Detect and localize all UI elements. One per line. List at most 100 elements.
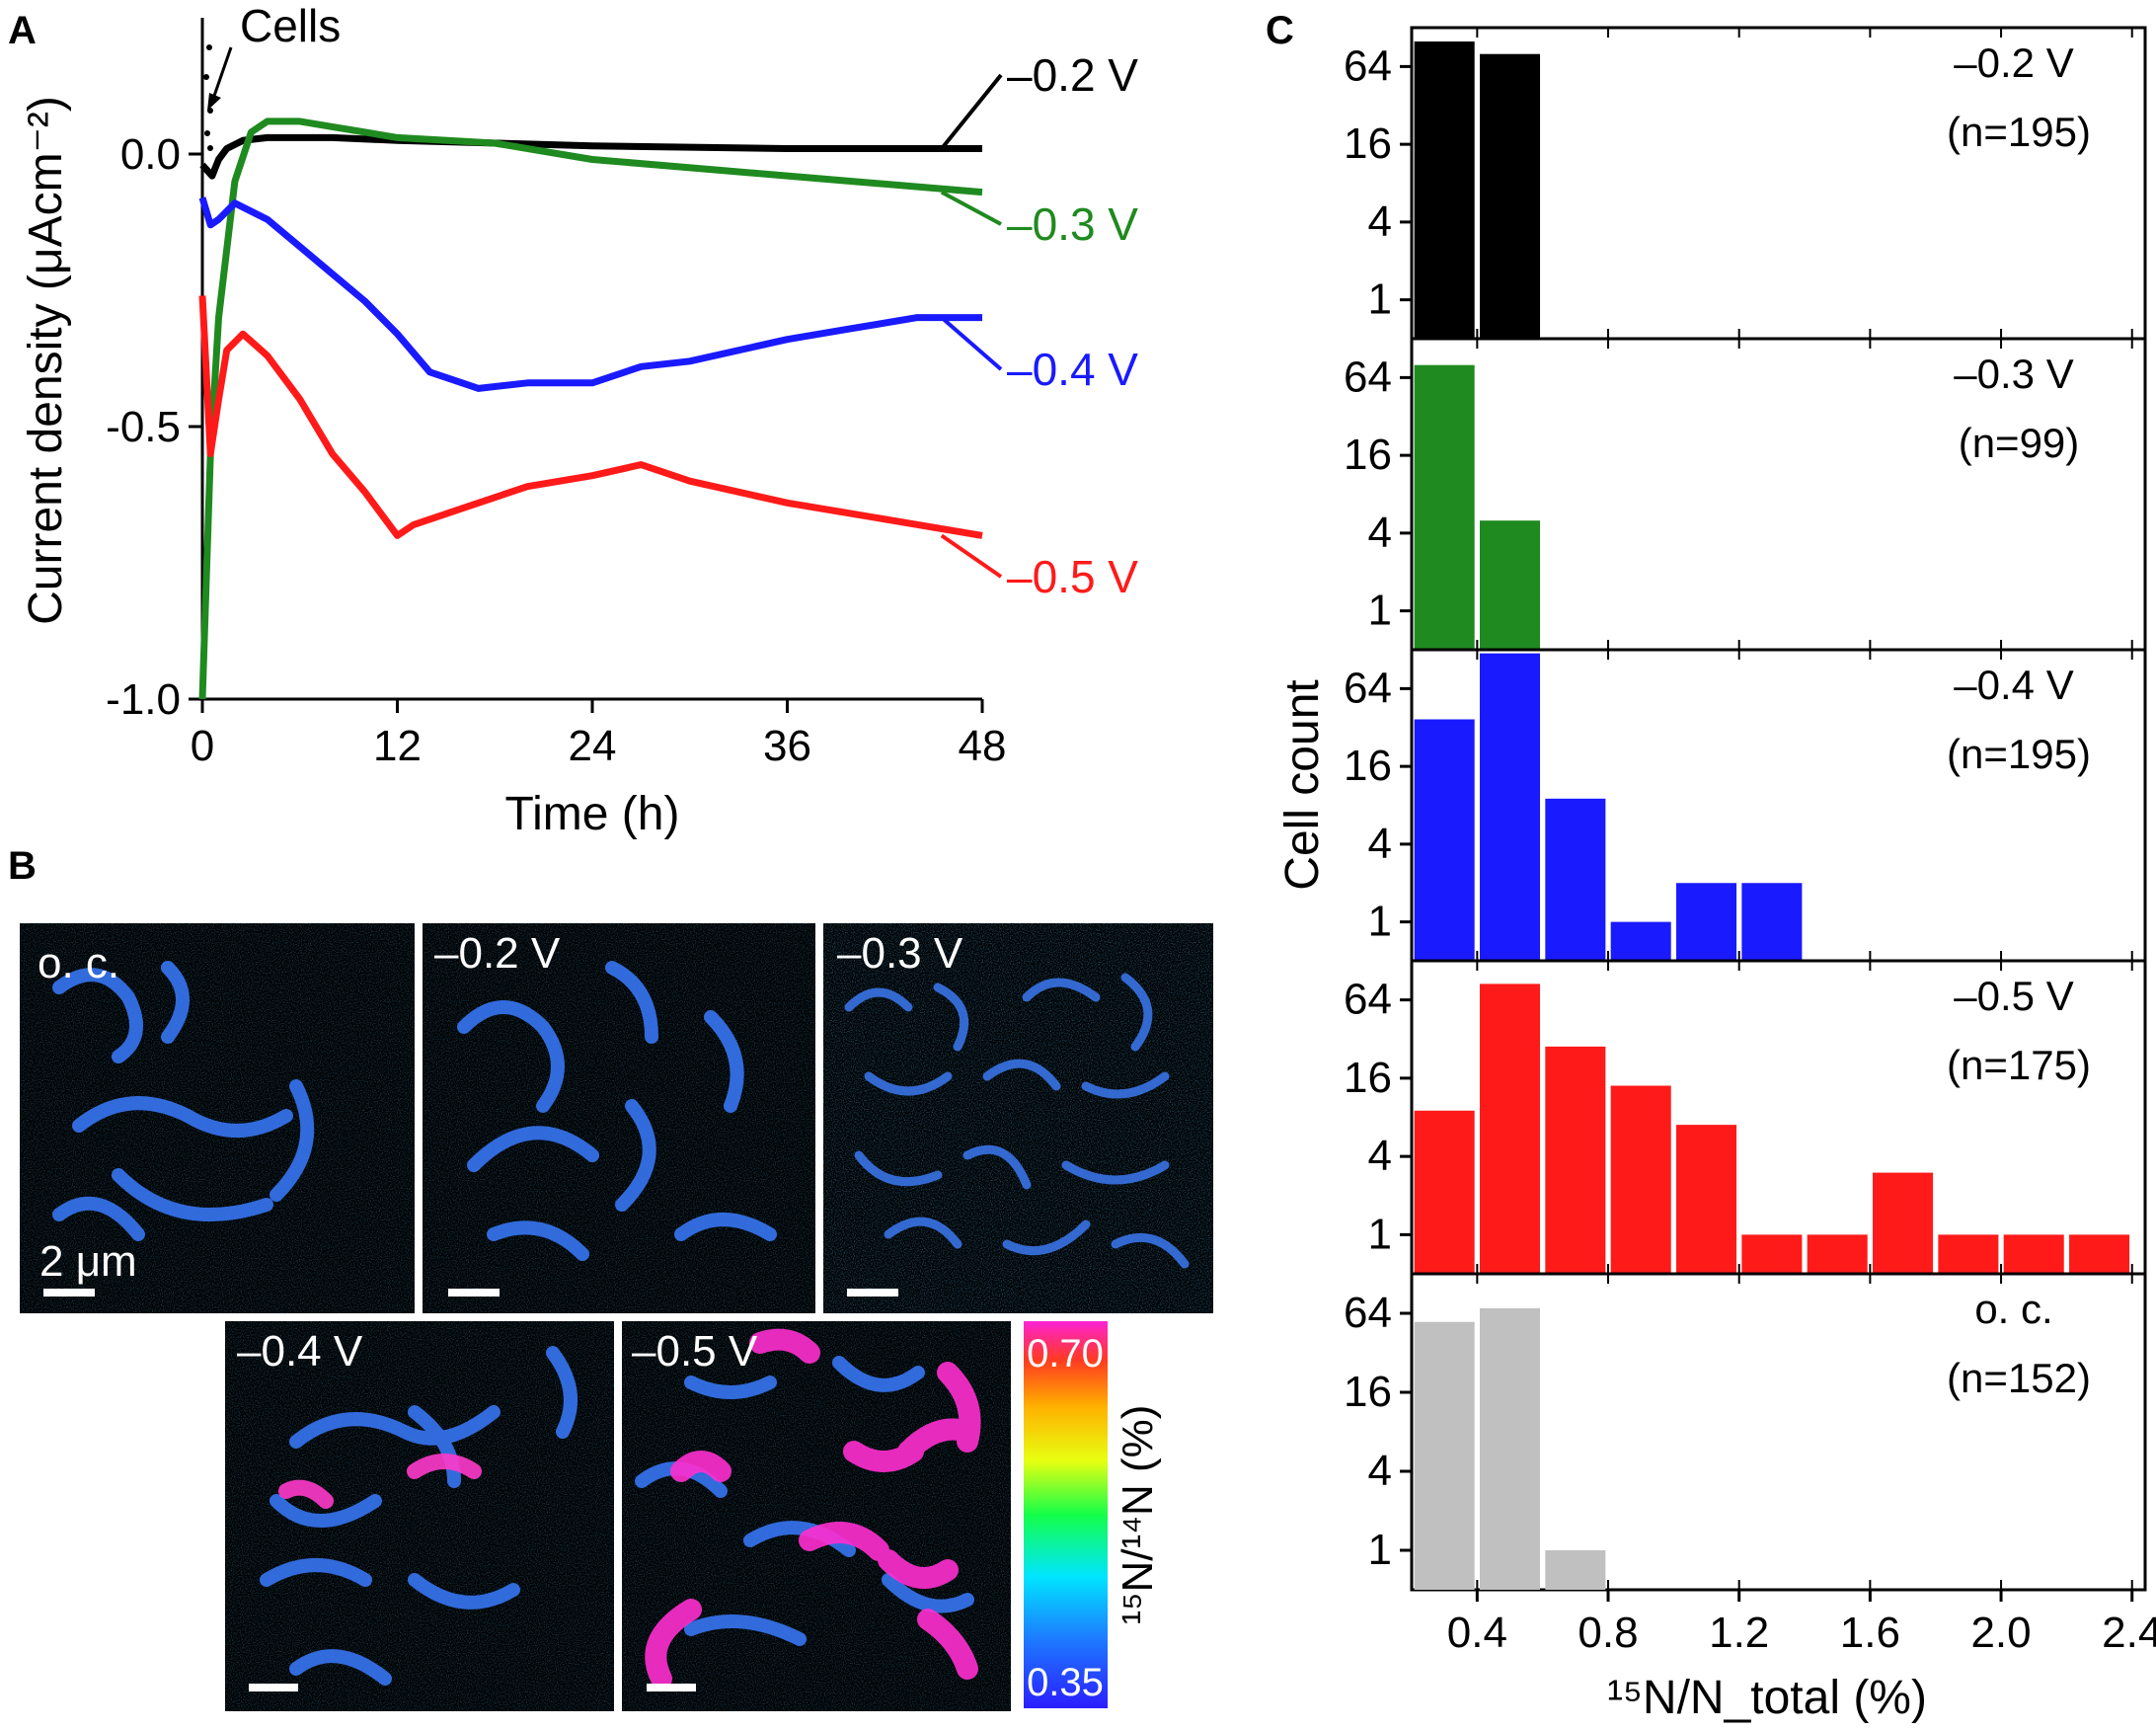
y-tick-label: 1 [1368, 587, 1392, 635]
histogram-bar [1545, 1046, 1606, 1274]
histogram-bar [1676, 1125, 1737, 1274]
series-label-leader [940, 190, 1002, 226]
histogram-n-label: (n=152) [1947, 1355, 2091, 1401]
series-line [198, 118, 983, 700]
histogram-bar [1414, 364, 1475, 650]
series-label-leader [940, 73, 1003, 150]
histogram-n-label: (n=175) [1947, 1042, 2091, 1088]
y-tick-label: 64 [1344, 353, 1392, 401]
histogram-bar [1610, 921, 1671, 961]
y-tick-label: 0.0 [120, 130, 181, 179]
cells-dot [203, 74, 209, 80]
series-label-leader [940, 533, 1003, 579]
series-line [199, 133, 982, 180]
series-line [198, 295, 983, 539]
panel-a-line-chart: 0 12 24 36 48 0.0 -0.5 -1.0 –0.2 V –0.3 V –0.4 V… [20, 0, 1138, 840]
x-tick-label: 24 [569, 722, 617, 770]
histogram-bar [1545, 1550, 1606, 1590]
panel-c-letter: C [1266, 9, 1294, 52]
series-label: –0.3 V [1007, 198, 1138, 250]
histogram-bar [1741, 1234, 1803, 1274]
histogram-bar [2003, 1234, 2064, 1274]
y-tick-label: 4 [1368, 1447, 1392, 1495]
scale-bar-label: 2 μm [39, 1237, 137, 1286]
histogram-panel: 64 16 4 1 –0.5 V (n=175) [1344, 959, 2147, 1276]
image-0-5v: –0.5 V [622, 1321, 1011, 1711]
histogram-series-name: o. c. [1974, 1286, 2052, 1332]
x-tick-label: 1.2 [1709, 1609, 1769, 1657]
image-0-2v: –0.2 V [423, 923, 815, 1313]
histogram-panel: 64 16 4 1 –0.2 V (n=195) [1344, 26, 2147, 341]
x-tick-label: 0.8 [1578, 1609, 1638, 1657]
histogram-series-name: –0.3 V [1954, 351, 2073, 397]
x-tick-label: 0.4 [1447, 1609, 1507, 1657]
cells-dot [204, 130, 210, 136]
y-tick-label: 64 [1344, 976, 1392, 1024]
histogram-panel: 64 16 4 1 –0.4 V (n=195) [1344, 648, 2147, 963]
y-tick-label: 16 [1344, 1054, 1392, 1102]
scale-bar [249, 1684, 298, 1691]
colorbar: 0.70 0.35 ¹⁵N/¹⁴N (%) [1024, 1321, 1162, 1708]
histogram-bar [1414, 719, 1475, 961]
histogram-series-name: –0.4 V [1954, 662, 2073, 708]
scale-bar [647, 1684, 696, 1691]
histogram-series-name: –0.2 V [1954, 39, 2073, 86]
histogram-bar [1414, 1321, 1475, 1590]
x-tick-label: 36 [763, 722, 811, 770]
series-line [198, 197, 982, 392]
histogram-n-label: (n=195) [1947, 109, 2091, 155]
histogram-bar [1807, 1234, 1868, 1274]
scale-bar [43, 1289, 95, 1297]
histogram-bar [2069, 1234, 2130, 1274]
cells-dot [207, 108, 213, 114]
series-label: –0.5 V [1007, 551, 1138, 602]
image-label: –0.5 V [632, 1327, 758, 1376]
x-tick-label: 12 [373, 722, 422, 770]
y-tick-label: -1.0 [106, 675, 181, 724]
colorbar-gradient [1024, 1321, 1108, 1708]
x-tick-label: 1.6 [1840, 1609, 1900, 1657]
y-tick-label: 4 [1368, 820, 1392, 868]
y-tick-label: 16 [1344, 431, 1392, 479]
y-tick-label: 64 [1344, 664, 1392, 712]
y-tick-label: 1 [1368, 898, 1392, 946]
histogram-bar [1479, 53, 1541, 339]
y-tick-label: 1 [1368, 1526, 1392, 1574]
x-tick-label: 2.0 [1970, 1609, 2031, 1657]
y-tick-label: 4 [1368, 509, 1392, 557]
y-tick-label: 64 [1344, 41, 1392, 90]
colorbar-min: 0.35 [1027, 1661, 1104, 1704]
y-tick-label: 64 [1344, 1289, 1392, 1337]
histogram-bar [1479, 1307, 1541, 1590]
image-label: –0.3 V [837, 929, 963, 978]
y-tick-label: 16 [1344, 742, 1392, 790]
cells-arrow [211, 46, 233, 100]
cells-label: Cells [240, 0, 341, 51]
y-tick-label: 1 [1368, 275, 1392, 324]
image-0-3v: –0.3 V [823, 923, 1213, 1313]
y-tick-label: 4 [1368, 1132, 1392, 1180]
panel-b-letter: B [8, 844, 37, 888]
cells-arrow-head [207, 93, 221, 111]
panel-c-y-title: Cell count [1276, 679, 1329, 890]
histogram-bar [1479, 983, 1541, 1274]
x-tick-label: 2.4 [2102, 1609, 2156, 1657]
cells-annotation: Cells [203, 0, 341, 151]
cells-dot [206, 44, 212, 50]
series-label-leader [940, 316, 1003, 371]
image-label: –0.4 V [237, 1327, 363, 1376]
histogram-bar [1610, 1085, 1671, 1274]
image-label: –0.2 V [434, 929, 561, 978]
histogram-bar [1479, 653, 1541, 961]
panel-c-x-title: ¹⁵N/N_total (%) [1607, 1672, 1927, 1724]
panel-b-images: o. c. 2 μm –0.2 V –0.3 V –0.4 V [20, 923, 1213, 1711]
y-tick-label: -0.5 [106, 403, 181, 451]
panel-a-y-title: Current density (μAcm⁻²) [20, 96, 72, 625]
scale-bar [448, 1289, 500, 1297]
image-0-4v: –0.4 V [225, 1321, 614, 1711]
cells-dot [207, 145, 213, 151]
x-tick-label: 48 [959, 722, 1007, 770]
histogram-n-label: (n=195) [1947, 731, 2091, 777]
